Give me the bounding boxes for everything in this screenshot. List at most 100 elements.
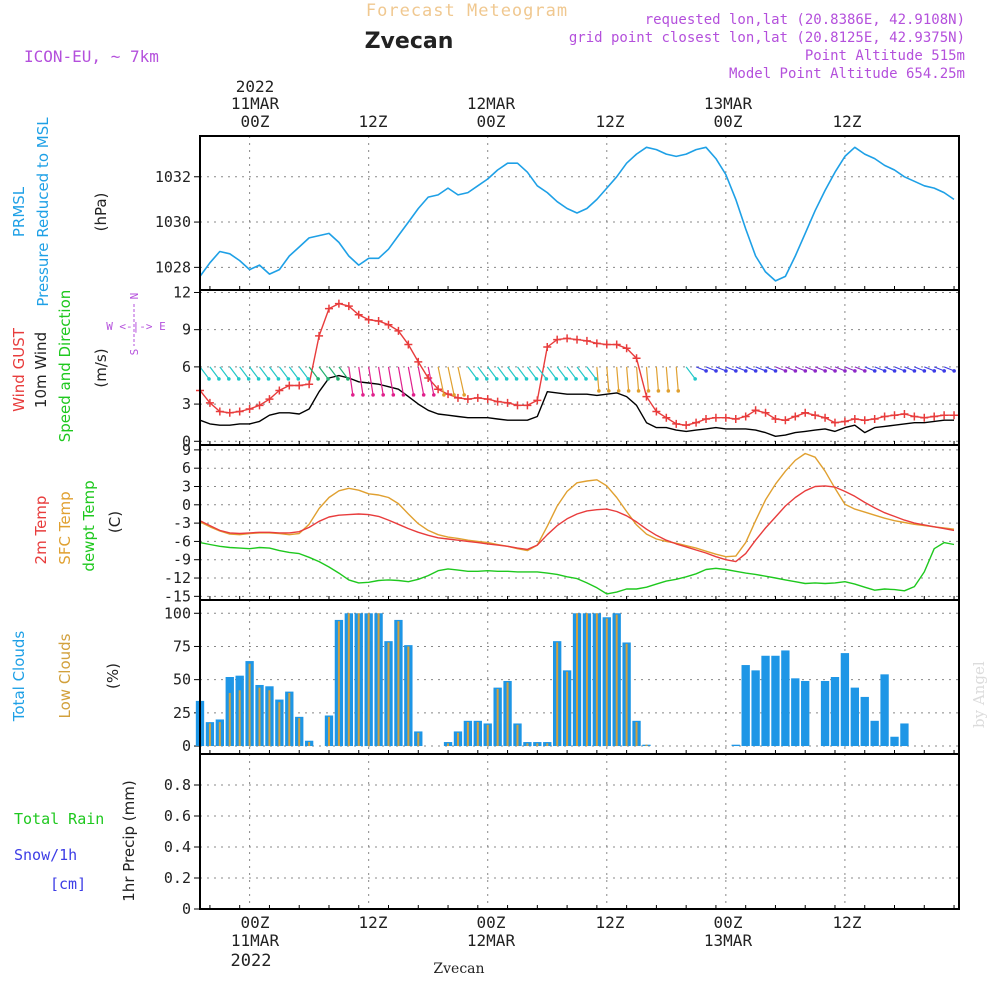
low-cloud-bar [506, 682, 509, 747]
wind-arrow-head [666, 389, 671, 393]
wind-arrow [655, 366, 659, 391]
low-cloud-bar [625, 643, 628, 747]
wind-arrow [477, 366, 488, 380]
wind-arrow-head [346, 377, 350, 381]
wind-arrow-head [872, 369, 877, 373]
wind-arrow-head [597, 389, 601, 393]
total-clouds-label: Total Clouds [10, 631, 28, 723]
low-cloud-bar [377, 613, 380, 747]
y-tick-label: 1032 [155, 168, 191, 186]
wind-arrow-head [554, 377, 559, 381]
y-tick-label: 1030 [155, 213, 191, 231]
wind-arrow-head [594, 377, 598, 381]
wind-arrow [576, 366, 587, 380]
total-cloud-bar [830, 677, 840, 747]
low-cloud-bar [576, 613, 579, 747]
wind-arrow-head [316, 377, 320, 381]
grid-point-coords: grid point closest lon,lat (20.8125E, 42… [569, 30, 965, 46]
wind-arrow [318, 366, 329, 380]
gust-marker [890, 411, 899, 420]
gust-marker [711, 413, 720, 422]
gust-marker [721, 413, 730, 422]
wind-arrow-head [452, 393, 456, 397]
temp-unit: (C) [106, 511, 124, 533]
watermark: by Angel [970, 661, 988, 728]
wind-arrow [358, 366, 364, 395]
gust-marker [632, 354, 641, 363]
wind-arrow-head [227, 377, 231, 381]
wind-arrow [239, 366, 250, 380]
gust-marker [245, 405, 254, 414]
wind-arrow [229, 366, 240, 380]
gust-marker [850, 414, 859, 423]
wind-arrow [467, 366, 478, 380]
wind-arrow-head [676, 389, 681, 393]
rain-label: Total Rain [14, 810, 104, 828]
gust-marker [235, 407, 244, 416]
total-cloud-bar [890, 736, 899, 747]
gust-marker [801, 408, 810, 417]
wind-arrow [249, 366, 260, 380]
wind-arrow-head [361, 393, 365, 397]
wind-arrow [546, 366, 557, 380]
wind-arrow [536, 366, 547, 380]
temp-2m-line [199, 485, 955, 563]
gust-marker [930, 412, 939, 421]
bottom-hour-5: 00Z [714, 913, 743, 932]
wind-arrow-head [626, 389, 631, 393]
low-cloud-bar [615, 614, 618, 747]
clouds-panel: 0 25 50 75 100 [164, 599, 960, 755]
gust-marker [602, 340, 611, 349]
wind-arrow-head [266, 377, 271, 381]
wind-label: 10m Wind [32, 332, 50, 408]
bottom-date-2: 12MAR [467, 931, 516, 950]
gust-marker [404, 340, 413, 349]
low-cloud-bar [605, 618, 608, 747]
wind-arrow [288, 366, 299, 380]
wind-arrow-head [693, 377, 697, 381]
y-tick-label: 0 [182, 737, 191, 755]
wind-arrow [517, 366, 527, 380]
low-cloud-bar [278, 702, 281, 747]
wind-arrow [397, 366, 405, 395]
pressure-panel: 1028 1030 1032 [155, 135, 960, 291]
wind-arrow-head [256, 377, 261, 381]
low-cloud-bar [595, 613, 598, 747]
wind-arrow-head [351, 393, 355, 397]
total-cloud-bar [840, 653, 850, 747]
y-tick-label: 75 [173, 637, 191, 655]
wind-arrow-head [793, 369, 798, 373]
wind-arrow-head [892, 369, 897, 373]
gust-marker [255, 401, 264, 410]
y-tick-label: -15 [164, 587, 191, 605]
model-altitude: Model Point Altitude 654.25m [729, 66, 965, 82]
gust-marker [354, 310, 363, 319]
gust-marker [652, 407, 661, 416]
low-cloud-bar [447, 743, 450, 747]
total-cloud-bar [791, 678, 800, 747]
gust-marker [344, 302, 353, 311]
gust-marker [860, 416, 869, 425]
gust-marker [315, 331, 324, 340]
y-tick-label: -12 [164, 569, 191, 587]
wind-arrow-head [514, 377, 519, 381]
wind-arrow-head [942, 369, 946, 373]
wind-arrow [199, 366, 210, 380]
gust-marker [523, 401, 532, 410]
wind-arrow [606, 366, 610, 391]
low-cloud-bar [367, 613, 370, 747]
top-hour-4: 12Z [596, 112, 625, 131]
low-cloud-bar [268, 690, 271, 747]
gust-marker [821, 413, 830, 422]
top-hour-2: 12Z [359, 112, 388, 131]
precip-panel: 0 0.2 0.4 0.6 0.8 [164, 753, 960, 918]
gust-marker [642, 392, 651, 401]
wind-speed-line [199, 374, 954, 437]
wind-arrow-head [912, 369, 917, 373]
wind-arrow [626, 366, 630, 391]
low-cloud-bar [208, 723, 211, 747]
gust-marker [840, 417, 849, 426]
wind-arrow [219, 366, 230, 380]
